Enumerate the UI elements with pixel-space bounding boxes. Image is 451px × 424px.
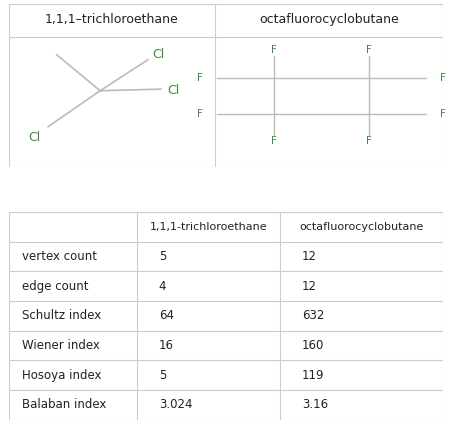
Text: 3.16: 3.16 (301, 399, 327, 411)
Text: Balaban index: Balaban index (22, 399, 106, 411)
Text: Wiener index: Wiener index (22, 339, 100, 352)
Text: 3.024: 3.024 (158, 399, 192, 411)
Text: 64: 64 (158, 310, 173, 322)
Text: 12: 12 (301, 280, 316, 293)
Text: F: F (270, 45, 276, 55)
FancyBboxPatch shape (9, 4, 442, 167)
Text: Cl: Cl (152, 48, 164, 61)
Text: F: F (439, 73, 445, 83)
Text: 1,1,1–trichloroethane: 1,1,1–trichloroethane (45, 13, 178, 26)
Text: Hosoya index: Hosoya index (22, 369, 101, 382)
Text: 12: 12 (301, 250, 316, 263)
Text: 632: 632 (301, 310, 324, 322)
Text: octafluorocyclobutane: octafluorocyclobutane (258, 13, 398, 26)
Text: Cl: Cl (28, 131, 41, 144)
Text: F: F (270, 137, 276, 146)
Text: F: F (197, 109, 202, 119)
Text: 16: 16 (158, 339, 173, 352)
Text: 4: 4 (158, 280, 166, 293)
Text: 119: 119 (301, 369, 324, 382)
Text: 5: 5 (158, 250, 166, 263)
Text: edge count: edge count (22, 280, 88, 293)
Text: octafluorocyclobutane: octafluorocyclobutane (299, 222, 423, 232)
Text: Cl: Cl (167, 84, 179, 97)
Text: F: F (197, 73, 202, 83)
Text: F: F (439, 109, 445, 119)
FancyBboxPatch shape (9, 212, 442, 420)
Text: F: F (365, 45, 371, 55)
Text: 160: 160 (301, 339, 324, 352)
Text: Schultz index: Schultz index (22, 310, 101, 322)
Text: 5: 5 (158, 369, 166, 382)
Text: 1,1,1-trichloroethane: 1,1,1-trichloroethane (149, 222, 267, 232)
Text: F: F (365, 137, 371, 146)
Text: vertex count: vertex count (22, 250, 97, 263)
